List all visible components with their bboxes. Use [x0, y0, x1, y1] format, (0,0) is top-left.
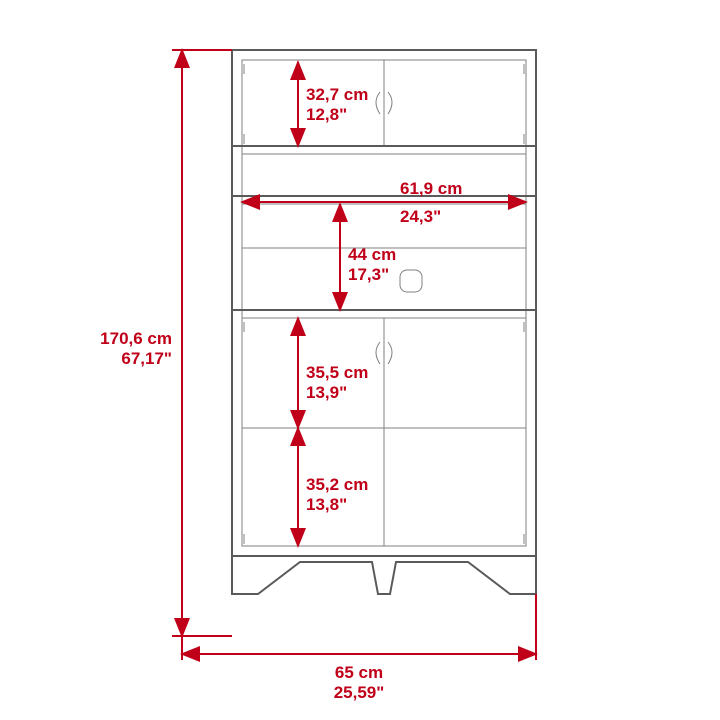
low1-in: 13,9": [306, 383, 347, 402]
top-in: 12,8": [306, 105, 347, 124]
overall-width-in: 25,59": [334, 683, 385, 702]
low2-in: 13,8": [306, 495, 347, 514]
low1-cm: 35,5 cm: [306, 363, 368, 382]
dim-inner-width: 61,9 cm 24,3": [242, 179, 526, 226]
mid-in: 17,3": [348, 265, 389, 284]
dim-overall-height: 170,6 cm 67,17": [100, 50, 232, 636]
cabinet-body: [232, 50, 536, 594]
inner-width-in: 24,3": [400, 207, 441, 226]
dim-low2: 35,2 cm 13,8": [298, 428, 368, 546]
overall-height-in: 67,17": [121, 349, 172, 368]
dim-overall-width: 65 cm 25,59": [182, 594, 536, 702]
dim-low1: 35,5 cm 13,9": [298, 318, 368, 428]
diagram-canvas: 170,6 cm 67,17" 65 cm 25,59" 61,9 cm 24,…: [0, 0, 720, 720]
overall-width-cm: 65 cm: [335, 663, 383, 682]
top-cm: 32,7 cm: [306, 85, 368, 104]
dim-top: 32,7 cm 12,8": [298, 62, 368, 146]
low2-cm: 35,2 cm: [306, 475, 368, 494]
dim-mid: 44 cm 17,3": [340, 204, 396, 310]
inner-width-cm: 61,9 cm: [400, 179, 462, 198]
mid-cm: 44 cm: [348, 245, 396, 264]
overall-height-cm: 170,6 cm: [100, 329, 172, 348]
